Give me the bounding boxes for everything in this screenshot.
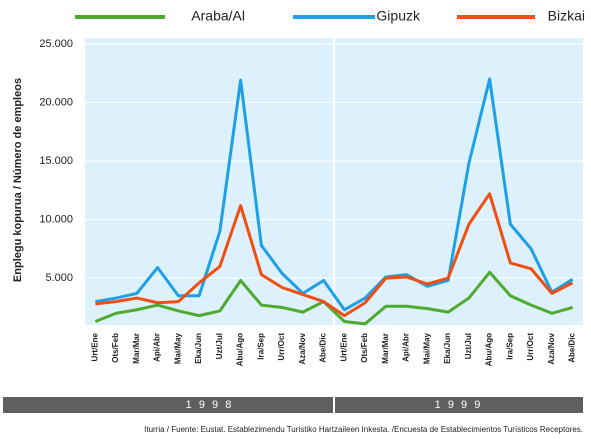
- series-line: [95, 77, 574, 312]
- y-tick-label: 5.000: [45, 272, 73, 284]
- source: Iturria / Fuente: Eustat. Establezimendu…: [144, 425, 583, 434]
- x-tick-label: Urr/Oct: [277, 333, 286, 361]
- group-label: 1 9 9 9: [435, 399, 483, 411]
- x-tick-label: Aza/Nov: [298, 332, 307, 364]
- x-tick-label: Abe/Dic: [568, 332, 577, 362]
- x-tick-label: Abu/Ago: [236, 333, 245, 366]
- legend-label: Araba/Al: [191, 8, 245, 24]
- y-tick-label: 20.000: [39, 96, 73, 108]
- x-tick-label: Eka/Jun: [194, 333, 203, 364]
- x-tick-label: Ots/Feb: [111, 333, 120, 363]
- group-bar: [335, 397, 583, 413]
- y-axis-label: Enplegu kopurua / Número de empleos: [12, 78, 24, 282]
- x-tick-label: Uzt/Jul: [464, 333, 473, 359]
- series-line: [95, 192, 574, 318]
- group-bar: [3, 397, 333, 413]
- legend-label: Bizkai: [548, 8, 585, 24]
- x-tick-label: Mar/Mar: [381, 333, 390, 364]
- y-tick-label: 15.000: [39, 155, 73, 167]
- x-tick-label: Uzt/Jul: [215, 333, 224, 359]
- x-tick-label: Urr/Oct: [526, 333, 535, 361]
- group-label: 1 9 9 8: [186, 399, 234, 411]
- x-tick-label: Mai/May: [173, 332, 182, 364]
- x-tick-label: Api/Abr: [153, 333, 162, 362]
- x-tick-label: Abe/Dic: [319, 332, 328, 362]
- x-tick-label: Abu/Ago: [485, 333, 494, 366]
- legend-label: Gipuzk: [376, 8, 421, 24]
- x-tick-label: Urt/Ene: [90, 332, 99, 361]
- x-tick-label: Mar/Mar: [132, 333, 141, 364]
- x-tick-label: Aza/Nov: [547, 332, 556, 364]
- x-tick-label: Eka/Jun: [443, 333, 452, 364]
- x-tick-label: Ira/Sep: [256, 333, 265, 360]
- y-tick-label: 25.000: [39, 38, 73, 50]
- x-tick-label: Api/Abr: [402, 333, 411, 362]
- series-line: [94, 270, 574, 326]
- x-tick-label: Ira/Sep: [505, 333, 514, 360]
- x-tick-label: Mai/May: [422, 332, 431, 364]
- x-tick-label: Ots/Feb: [360, 333, 369, 363]
- x-tick-label: Urt/Ene: [339, 332, 348, 361]
- y-tick-label: 10.000: [39, 213, 73, 225]
